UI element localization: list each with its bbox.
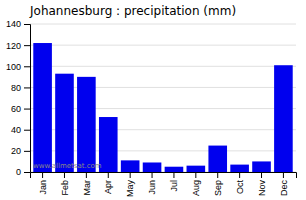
tick: 0 xyxy=(16,167,30,177)
tick-mark xyxy=(86,172,87,178)
tick-label: Aug xyxy=(191,180,201,196)
tick: Dec xyxy=(279,172,289,196)
grid xyxy=(30,24,296,172)
axis-line xyxy=(24,25,31,173)
tick-mark xyxy=(24,45,30,46)
bar xyxy=(77,77,96,172)
tick-mark xyxy=(217,172,218,178)
x-axis: Jan Feb Mar Apr May Jun Jul Aug Sep Oct Nov Dec xyxy=(31,172,297,197)
tick-label: Jun xyxy=(147,180,157,195)
tick: Nov xyxy=(257,172,267,196)
tick: 120 xyxy=(6,41,30,51)
tick-label: Oct xyxy=(235,180,245,195)
tick-mark xyxy=(24,172,30,173)
tick-mark xyxy=(24,87,30,88)
title: Johannesburg : precipitation (mm) xyxy=(29,4,236,18)
tick-mark xyxy=(24,130,30,131)
bar xyxy=(33,43,52,172)
tick-mark xyxy=(130,172,131,178)
bar xyxy=(99,117,118,172)
tick-label: Mar xyxy=(82,180,92,196)
y-axis: 0 20 40 60 80 100 120 140 xyxy=(6,19,31,177)
bar xyxy=(143,162,162,172)
tick: Sep xyxy=(213,172,223,196)
tick-mark xyxy=(24,66,30,67)
tick-mark xyxy=(283,172,284,178)
axis-line xyxy=(31,173,297,179)
tick-label: 120 xyxy=(6,41,21,51)
grid-line xyxy=(30,45,296,46)
tick-mark xyxy=(24,151,30,152)
chart: 0 20 40 60 80 100 120 140 Jan Feb Mar Apr May Jun Jul A… xyxy=(0,0,306,200)
tick-mark xyxy=(42,172,43,178)
plot: 0 20 40 60 80 100 120 140 Jan Feb Mar Apr May Jun Jul A… xyxy=(6,19,297,197)
tick-label: 0 xyxy=(16,167,21,177)
tick: 20 xyxy=(11,146,30,156)
tick-label: 40 xyxy=(11,125,21,135)
tick-mark xyxy=(195,172,196,178)
tick-mark xyxy=(152,172,153,178)
tick: 140 xyxy=(6,19,30,29)
tick-label: 100 xyxy=(6,62,21,72)
tick-mark xyxy=(173,172,174,178)
tick: Apr xyxy=(103,172,113,194)
tick: Feb xyxy=(60,172,70,196)
tick-label: 60 xyxy=(11,104,21,114)
annotation: www.allmetsat.com xyxy=(33,162,102,170)
tick-label: 140 xyxy=(6,19,21,29)
tick-mark xyxy=(24,24,30,25)
tick: 100 xyxy=(6,62,30,72)
tick-label: Feb xyxy=(60,180,70,196)
bar xyxy=(55,74,74,172)
tick-mark xyxy=(108,172,109,178)
tick-mark xyxy=(64,172,65,178)
bar xyxy=(208,146,227,172)
grid-line xyxy=(30,66,296,67)
tick: Mar xyxy=(82,172,92,196)
bar xyxy=(165,167,184,172)
tick-label: Dec xyxy=(279,180,289,197)
tick-mark xyxy=(239,172,240,178)
bars xyxy=(33,43,292,172)
tick-label: Jul xyxy=(169,180,179,192)
tick-mark xyxy=(24,109,30,110)
tick: 60 xyxy=(11,104,30,114)
bar xyxy=(252,161,271,172)
tick-label: 80 xyxy=(11,83,21,93)
bar xyxy=(274,65,293,172)
bar xyxy=(187,166,206,172)
tick-mark xyxy=(261,172,262,178)
tick-label: Nov xyxy=(257,180,267,197)
tick-label: Jan xyxy=(38,180,48,195)
grid-line xyxy=(30,24,296,25)
tick-label: 20 xyxy=(11,146,21,156)
tick-label: Apr xyxy=(103,180,113,194)
tick: Jan xyxy=(38,172,48,195)
bar xyxy=(121,160,140,172)
tick: Jul xyxy=(169,172,179,192)
tick: Jun xyxy=(147,172,157,195)
tick: Aug xyxy=(191,172,201,196)
tick: 80 xyxy=(11,83,30,93)
tick: 40 xyxy=(11,125,30,135)
tick: Oct xyxy=(235,172,245,194)
tick: May xyxy=(125,172,135,197)
tick-label: Sep xyxy=(213,180,223,196)
tick-label: May xyxy=(125,180,135,198)
bar xyxy=(230,165,249,172)
